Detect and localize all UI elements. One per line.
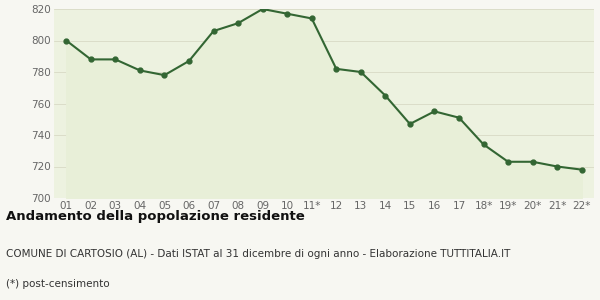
Text: COMUNE DI CARTOSIO (AL) - Dati ISTAT al 31 dicembre di ogni anno - Elaborazione : COMUNE DI CARTOSIO (AL) - Dati ISTAT al … [6,249,511,259]
Text: (*) post-censimento: (*) post-censimento [6,279,110,289]
Text: Andamento della popolazione residente: Andamento della popolazione residente [6,210,305,223]
